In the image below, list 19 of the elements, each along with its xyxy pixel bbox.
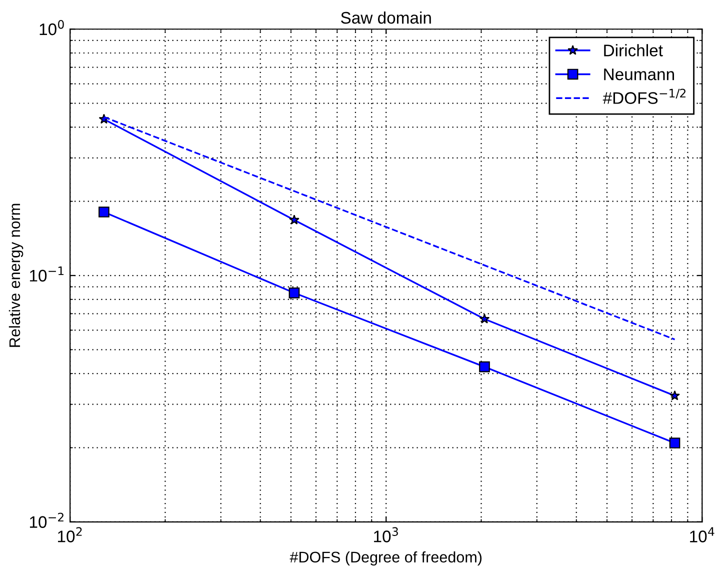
point	[479, 314, 490, 324]
point	[670, 390, 680, 400]
x-axis-title: #DOFS (Degree of freedom)	[290, 551, 482, 566]
legend-label: Dirichlet	[604, 44, 663, 56]
legend-label: #DOFS$^{−1/2}$	[602, 88, 686, 104]
point	[289, 214, 300, 224]
point	[288, 287, 300, 298]
x-tick-label: 10$^{4}$	[690, 527, 714, 542]
chart-title: Saw domain	[341, 11, 431, 24]
x-tick-label: 10$^{2}$	[58, 527, 82, 542]
point	[479, 361, 490, 372]
point	[669, 438, 680, 448]
y-tick-label: 10$^{−2}$	[30, 512, 64, 528]
point	[98, 206, 110, 218]
y-tick-label: 10$^{0}$	[40, 20, 64, 36]
y-axis-title: Relative energy norm	[8, 204, 24, 347]
legend-label: Neumann	[604, 68, 674, 80]
y-tick-label: 10$^{−1}$	[30, 266, 64, 282]
x-tick-label: 10$^{3}$	[374, 527, 398, 542]
